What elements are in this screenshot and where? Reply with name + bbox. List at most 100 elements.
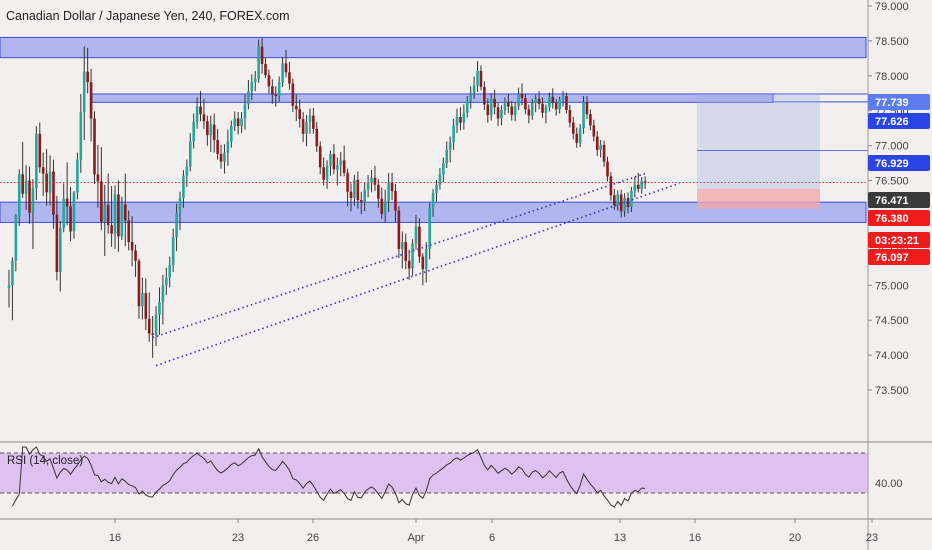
price-tag-box[interactable] <box>868 155 930 171</box>
candle-body <box>294 105 298 110</box>
candle-body <box>572 122 575 134</box>
price-tag-label[interactable]: 03:23:21 <box>875 235 919 247</box>
long-position-tool[interactable] <box>697 94 868 209</box>
candle-body <box>103 204 107 222</box>
candle-body <box>318 146 322 168</box>
price-tag-label[interactable]: 77.739 <box>875 97 909 109</box>
candle-body <box>72 192 76 232</box>
rsi-indicator-label[interactable]: RSI (14, close) <box>7 455 84 467</box>
candle-body <box>462 112 466 123</box>
trendlines[interactable] <box>152 172 680 367</box>
candle-body <box>565 96 568 111</box>
candle-body <box>438 174 442 185</box>
candle-body <box>312 115 315 129</box>
candle-body <box>175 212 178 238</box>
price-tag-box[interactable] <box>868 249 930 265</box>
rsi-pane[interactable]: 40.00 <box>0 446 903 508</box>
candle-body <box>59 228 62 273</box>
price-tag-label[interactable]: 76.097 <box>875 252 909 264</box>
candle-body <box>414 226 418 244</box>
candle-body <box>342 160 346 173</box>
candle-body <box>28 180 31 213</box>
candle-body <box>113 194 117 234</box>
candle-body <box>404 241 408 261</box>
chart-title: Canadian Dollar / Japanese Yen, 240, FOR… <box>6 9 290 23</box>
sr-zone-rect[interactable] <box>0 36 867 59</box>
price-tag-label[interactable]: 76.380 <box>875 213 909 225</box>
price-tag-box[interactable] <box>868 113 930 129</box>
candle-body <box>185 166 189 176</box>
candle-body <box>568 110 572 123</box>
candle-body <box>530 103 534 116</box>
x-tick-label: 6 <box>489 532 495 544</box>
candle-body <box>623 198 626 212</box>
price-axis[interactable]: 79.00078.50078.00077.50077.00076.50076.0… <box>867 0 930 550</box>
candle-body <box>517 93 520 107</box>
candle-body <box>424 248 428 270</box>
candle-body <box>503 101 507 111</box>
candle-body <box>336 165 339 170</box>
candle-body <box>45 173 48 193</box>
candle-body <box>582 102 585 129</box>
candle-body <box>602 144 606 162</box>
price-tag-label[interactable]: 76.471 <box>875 195 909 207</box>
candle-body <box>332 154 336 170</box>
trendline[interactable] <box>152 172 646 339</box>
candle-body <box>465 100 469 113</box>
candle-body <box>55 214 59 273</box>
candle-body <box>199 106 202 115</box>
candle-body <box>469 92 472 101</box>
target-zone[interactable] <box>697 94 820 189</box>
candle-body <box>370 177 373 183</box>
candle-body <box>89 82 93 119</box>
candle-body <box>110 225 113 234</box>
candle-body <box>339 160 343 166</box>
candle-body <box>394 191 397 211</box>
candle-body <box>212 124 216 141</box>
candle-body <box>305 121 308 134</box>
price-tag-box[interactable] <box>868 210 930 226</box>
price-tag-box[interactable] <box>868 94 930 110</box>
candle-body <box>613 195 616 205</box>
candle-body <box>100 181 103 222</box>
candle-body <box>264 63 267 76</box>
candle-body <box>373 177 377 185</box>
x-tick-label: 16 <box>109 532 121 544</box>
candle-body <box>496 107 500 119</box>
candle-body <box>24 180 28 194</box>
candle-body <box>442 163 445 175</box>
price-tag-box[interactable] <box>868 232 930 248</box>
candle-body <box>219 154 223 162</box>
support-resistance-zones[interactable] <box>0 36 868 223</box>
candle-body <box>65 198 69 207</box>
candle-body <box>106 204 110 226</box>
candle-body <box>298 109 301 120</box>
candle-body <box>387 182 390 201</box>
candle-body <box>322 167 325 180</box>
candle-body <box>274 94 278 97</box>
candle-body <box>31 188 35 213</box>
candle-body <box>178 198 182 213</box>
candle-body <box>585 102 589 115</box>
candle-body <box>524 98 527 110</box>
stop-zone[interactable] <box>697 188 820 209</box>
candle-body <box>592 125 596 137</box>
candle-body <box>7 285 11 289</box>
price-tag-box[interactable] <box>868 192 930 208</box>
price-tag-label[interactable]: 77.626 <box>875 116 909 128</box>
candle-body <box>377 184 380 199</box>
candle-body <box>41 167 45 174</box>
candle-body <box>380 198 384 215</box>
time-axis[interactable]: 16 23 26 Apr 6 13 16 20 23 <box>109 519 878 544</box>
candle-body <box>308 115 312 122</box>
price-tag-label[interactable]: 76.929 <box>875 158 909 170</box>
candle-body <box>76 159 79 193</box>
candle-body <box>38 133 42 168</box>
candle-body <box>260 46 264 64</box>
candle-body <box>507 101 510 107</box>
sr-zone-rect[interactable] <box>91 93 774 103</box>
candle-body <box>493 98 496 108</box>
candle-body <box>182 175 185 198</box>
